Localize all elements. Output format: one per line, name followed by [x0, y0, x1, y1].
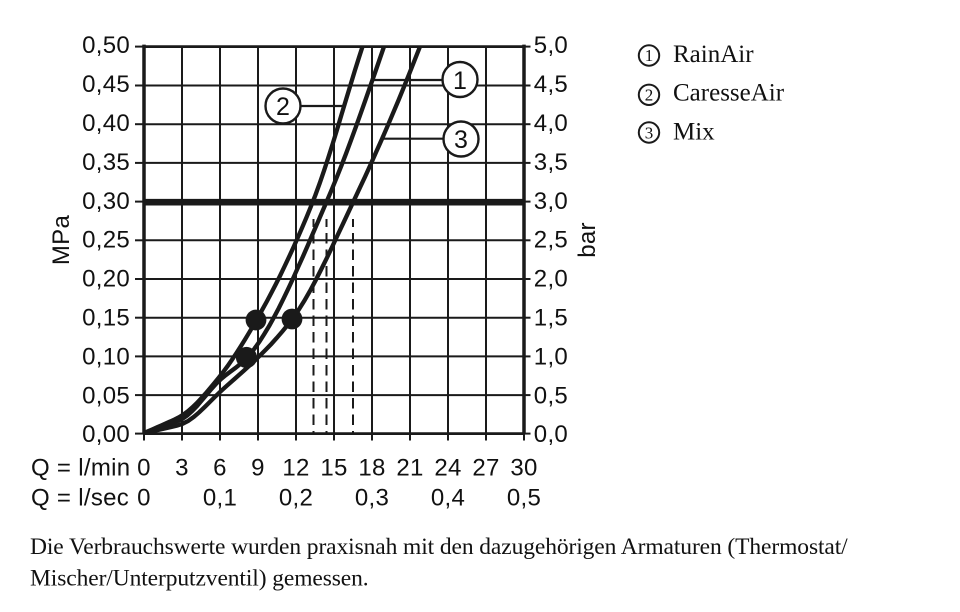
- svg-text:6: 6: [213, 454, 227, 481]
- svg-text:5,0: 5,0: [534, 32, 568, 59]
- svg-text:0,05: 0,05: [82, 382, 130, 409]
- svg-text:0,45: 0,45: [82, 71, 130, 98]
- svg-text:2,5: 2,5: [534, 227, 568, 254]
- svg-text:27: 27: [472, 454, 499, 481]
- svg-text:0,20: 0,20: [82, 266, 130, 293]
- svg-text:0,35: 0,35: [82, 149, 130, 176]
- svg-text:0,2: 0,2: [279, 484, 313, 511]
- svg-text:0,4: 0,4: [431, 484, 465, 511]
- svg-text:2: 2: [276, 93, 290, 121]
- svg-text:18: 18: [358, 454, 385, 481]
- svg-text:9: 9: [251, 454, 265, 481]
- svg-text:0,10: 0,10: [82, 343, 130, 370]
- svg-text:Mischer/Unterputzventil) gemes: Mischer/Unterputzventil) gemessen.: [30, 566, 369, 592]
- svg-text:CaresseAir: CaresseAir: [673, 80, 785, 107]
- svg-text:3: 3: [175, 454, 189, 481]
- svg-text:1,5: 1,5: [534, 305, 568, 332]
- svg-text:0,0: 0,0: [534, 421, 568, 448]
- svg-text:MPa: MPa: [48, 215, 75, 266]
- svg-text:3: 3: [454, 126, 468, 154]
- svg-text:0,00: 0,00: [82, 421, 130, 448]
- svg-text:0,5: 0,5: [507, 484, 541, 511]
- svg-text:0,50: 0,50: [82, 32, 130, 59]
- svg-text:0,15: 0,15: [82, 305, 130, 332]
- svg-text:12: 12: [282, 454, 309, 481]
- svg-text:Die Verbrauchswerte wurden pra: Die Verbrauchswerte wurden praxisnah mit…: [30, 534, 848, 560]
- svg-text:0: 0: [137, 454, 151, 481]
- svg-text:0,40: 0,40: [82, 110, 130, 137]
- svg-text:0: 0: [137, 484, 151, 511]
- svg-text:4,5: 4,5: [534, 71, 568, 98]
- svg-text:3,0: 3,0: [534, 188, 568, 215]
- svg-text:0,3: 0,3: [355, 484, 389, 511]
- svg-text:30: 30: [510, 454, 537, 481]
- svg-text:Q = l/min: Q = l/min: [31, 454, 130, 481]
- svg-text:24: 24: [434, 454, 461, 481]
- svg-text:RainAir: RainAir: [673, 41, 754, 68]
- svg-text:1,0: 1,0: [534, 343, 568, 370]
- svg-text:2: 2: [645, 85, 654, 104]
- svg-text:3: 3: [645, 123, 654, 142]
- svg-text:3,5: 3,5: [534, 149, 568, 176]
- svg-text:2,0: 2,0: [534, 266, 568, 293]
- svg-text:1: 1: [453, 67, 467, 95]
- svg-text:1: 1: [645, 46, 654, 65]
- svg-text:15: 15: [320, 454, 347, 481]
- svg-text:0,1: 0,1: [203, 484, 237, 511]
- svg-text:0,30: 0,30: [82, 188, 130, 215]
- svg-text:21: 21: [396, 454, 423, 481]
- svg-text:bar: bar: [574, 222, 601, 258]
- svg-text:Q = l/sec: Q = l/sec: [31, 484, 129, 511]
- svg-text:0,25: 0,25: [82, 227, 130, 254]
- svg-text:Mix: Mix: [673, 118, 715, 145]
- svg-text:0,5: 0,5: [534, 382, 568, 409]
- svg-text:4,0: 4,0: [534, 110, 568, 137]
